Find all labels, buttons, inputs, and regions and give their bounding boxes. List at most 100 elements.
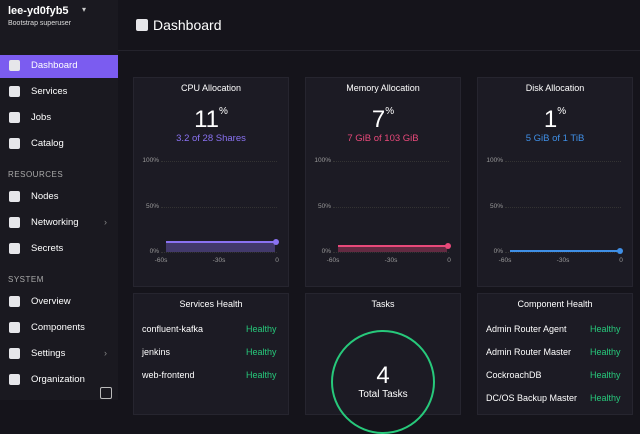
y-tick-label: 50%	[489, 202, 503, 210]
nav-item[interactable]: Components	[31, 322, 85, 333]
nav-icon	[9, 374, 20, 385]
nav-arrow: ›	[104, 217, 107, 227]
unit: %	[557, 106, 567, 117]
row-status: Healthy	[590, 370, 621, 380]
user-role: Bootstrap superuser	[8, 20, 72, 27]
row-status: Healthy	[246, 347, 277, 357]
y-tick-label: 100%	[486, 157, 503, 164]
card-title: Services Health	[179, 299, 243, 309]
nav-icon	[9, 296, 20, 307]
row-name[interactable]: CockroachDB	[486, 370, 542, 380]
detail: 7 GiB of 103 GiB	[347, 133, 419, 144]
row-status: Healthy	[246, 370, 277, 380]
x-tick-label: 0	[275, 257, 279, 264]
row-name[interactable]: web-frontend	[142, 370, 195, 380]
x-tick-label: -60s	[326, 257, 340, 264]
nav-icon	[9, 86, 20, 97]
nav-item[interactable]: Networking	[31, 217, 79, 228]
usage-line	[166, 240, 275, 243]
row-status: Healthy	[590, 393, 621, 403]
nav-icon	[9, 243, 20, 254]
nav-icon	[9, 60, 20, 71]
row-status: Healthy	[590, 347, 621, 357]
row-name[interactable]: Admin Router Master	[486, 347, 572, 357]
value: 1	[543, 106, 558, 133]
grid-line	[161, 161, 277, 162]
nav-heading: RESOURCES	[8, 170, 64, 179]
nav-item[interactable]: Jobs	[31, 112, 52, 123]
nav-active-bg	[0, 55, 118, 78]
grid-line	[161, 252, 277, 253]
x-tick-label: 0	[447, 257, 451, 264]
tasks-count: 4	[376, 362, 390, 389]
row-status: Healthy	[246, 324, 277, 334]
nav-item[interactable]: Secrets	[31, 243, 64, 254]
card-title: Tasks	[371, 299, 395, 309]
row-name[interactable]: jenkins	[142, 347, 171, 357]
card-title: Component Health	[517, 299, 593, 309]
page: (() => { const data = JSON.parse(documen…	[0, 5, 640, 434]
nav-icon	[9, 191, 20, 202]
y-tick-label: 100%	[314, 157, 331, 164]
nav-icon	[9, 348, 20, 359]
nav-heading: SYSTEM	[8, 275, 44, 284]
grid-line	[505, 206, 621, 208]
x-tick-label: -30s	[212, 257, 226, 264]
x-tick-label: -30s	[384, 257, 398, 264]
y-tick-label: 50%	[317, 202, 331, 210]
nav-arrow: ›	[104, 348, 107, 358]
card-title: Memory Allocation	[346, 83, 420, 93]
row-name[interactable]: confluent-kafka	[142, 324, 204, 334]
usage-dot	[617, 248, 623, 255]
nav-icon	[9, 112, 20, 123]
y-tick-label: 0%	[321, 248, 331, 255]
usage-line	[510, 250, 619, 253]
detail: 3.2 of 28 Shares	[176, 133, 246, 144]
big-value: 7%	[305, 106, 461, 134]
y-tick-label: 0%	[493, 248, 503, 255]
usage-area	[338, 245, 447, 252]
row-name[interactable]: DC/OS Backup Master	[486, 393, 578, 403]
x-tick-label: -60s	[154, 257, 168, 264]
big-value: 11%	[133, 106, 289, 134]
nav-item[interactable]: Settings	[31, 348, 66, 359]
nav-item[interactable]: Dashboard	[31, 60, 78, 71]
nav-icon	[9, 322, 20, 333]
row-status: Healthy	[590, 324, 621, 334]
nav-item[interactable]: Overview	[31, 296, 71, 307]
grid-line	[333, 252, 449, 253]
cluster-name[interactable]: lee-yd0fyb5	[8, 5, 69, 17]
y-tick-label: 0%	[149, 248, 159, 255]
page-title: Dashboard	[153, 17, 222, 33]
card-title: Disk Allocation	[525, 83, 585, 93]
collapse-btn[interactable]	[100, 387, 112, 399]
tasks-label: Total Tasks	[358, 389, 408, 400]
nav-icon	[9, 217, 20, 228]
value: 11	[194, 106, 219, 133]
usage-area	[166, 241, 275, 252]
x-tick-label: -60s	[498, 257, 512, 264]
usage-line	[338, 244, 447, 247]
value: 7	[371, 106, 386, 133]
row-name[interactable]: Admin Router Agent	[486, 324, 567, 334]
y-tick-label: 100%	[142, 157, 159, 164]
nav-icon	[9, 138, 20, 149]
grid-line	[505, 252, 621, 253]
nav-item[interactable]: Services	[31, 86, 68, 97]
card-title: CPU Allocation	[180, 83, 242, 93]
x-tick-label: -30s	[556, 257, 570, 264]
x-tick-label: 0	[619, 257, 623, 264]
grid-line	[161, 206, 277, 208]
grid-line	[333, 206, 449, 208]
usage-dot	[445, 242, 451, 249]
usage-dot	[273, 238, 279, 245]
caret: ▾	[82, 5, 87, 14]
health-card	[477, 293, 633, 415]
y-tick-label: 50%	[145, 202, 159, 210]
nav-item[interactable]: Organization	[31, 374, 85, 385]
nav-item[interactable]: Catalog	[31, 138, 64, 149]
header-icon	[136, 19, 148, 31]
nav-item[interactable]: Nodes	[31, 191, 59, 202]
big-value: 1%	[477, 106, 633, 134]
header-line	[118, 50, 640, 51]
